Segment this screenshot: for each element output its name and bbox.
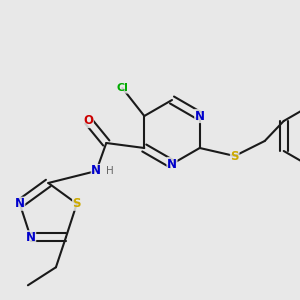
Text: N: N: [195, 110, 205, 122]
Text: H: H: [106, 166, 114, 176]
Text: N: N: [91, 164, 101, 178]
Text: N: N: [167, 158, 177, 170]
Text: S: S: [73, 197, 81, 210]
Text: N: N: [26, 231, 36, 244]
Text: Cl: Cl: [116, 83, 128, 93]
Text: N: N: [15, 197, 25, 210]
Text: O: O: [83, 115, 93, 128]
Text: S: S: [230, 149, 239, 163]
